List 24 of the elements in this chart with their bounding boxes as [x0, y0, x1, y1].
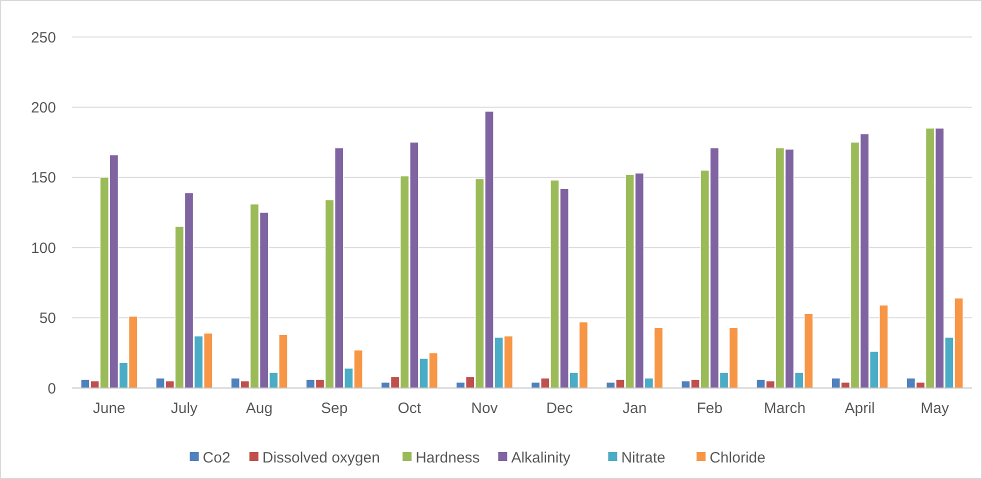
y-tick-label: 50	[39, 310, 56, 328]
x-tick-label: July	[170, 400, 198, 417]
x-tick-label: June	[92, 400, 126, 417]
x-tick-label: Aug	[246, 400, 273, 417]
legend-label: Dissolved oxygen	[262, 449, 380, 466]
legend-label: Alkalinity	[511, 449, 571, 466]
y-tick-label: 0	[48, 380, 56, 398]
x-tick-label: Feb	[696, 400, 723, 417]
x-tick-label: Nov	[471, 400, 498, 417]
x-tick-label: May	[920, 400, 950, 417]
y-tick-label: 100	[30, 240, 56, 257]
x-tick-label: Jan	[622, 400, 647, 417]
x-tick-label: March	[764, 400, 806, 417]
x-tick-label: April	[844, 400, 875, 417]
y-tick-label: 250	[30, 29, 56, 46]
y-tick-label: 150	[30, 170, 56, 187]
x-tick-label: Dec	[546, 400, 574, 417]
y-tick-label: 200	[30, 99, 56, 116]
legend-label: Nitrate	[621, 449, 666, 466]
x-tick-label: Sep	[320, 400, 348, 417]
x-tick-label: Oct	[398, 400, 422, 417]
legend-label: Hardness	[416, 449, 480, 466]
legend-label: Co2	[202, 449, 230, 466]
legend-label: Chloride	[710, 449, 766, 466]
